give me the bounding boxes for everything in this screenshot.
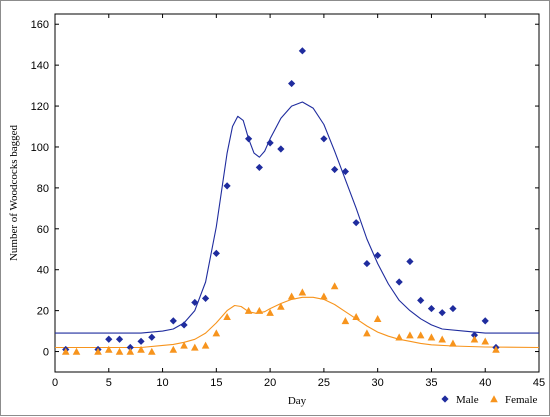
x-tick-label: 10 xyxy=(156,377,168,389)
y-tick-label: 120 xyxy=(31,101,49,113)
female-point xyxy=(427,333,436,341)
female-point xyxy=(470,335,479,343)
legend-item-female: Female xyxy=(490,394,537,406)
male-point xyxy=(406,257,414,266)
x-axis-title: Day xyxy=(288,395,307,407)
legend-female-marker xyxy=(490,395,498,403)
x-tick-label: 40 xyxy=(479,377,491,389)
male-point xyxy=(470,331,479,339)
x-tick-label: 5 xyxy=(106,377,112,389)
female-point xyxy=(72,347,81,355)
male-point xyxy=(105,335,113,343)
x-tick-label: 15 xyxy=(210,377,222,389)
male-point xyxy=(180,321,188,329)
male-point xyxy=(417,296,425,304)
male-point xyxy=(438,309,446,317)
male-point xyxy=(223,182,231,190)
female-point xyxy=(255,306,264,314)
male-point xyxy=(191,298,199,307)
male-point xyxy=(126,343,134,352)
male-point xyxy=(255,163,263,172)
male-fit-curve xyxy=(55,101,539,334)
male-point xyxy=(115,335,124,343)
female-point xyxy=(94,347,102,355)
female-point xyxy=(137,345,145,353)
female-point xyxy=(212,329,221,337)
legend: Male Female xyxy=(441,394,537,406)
female-point xyxy=(341,317,350,325)
male-point xyxy=(266,139,274,147)
y-tick-label: 80 xyxy=(37,183,49,195)
legend-male-marker xyxy=(441,395,449,403)
female-point xyxy=(449,339,457,347)
female-point xyxy=(373,315,382,323)
female-point xyxy=(104,345,113,353)
x-tick-label: 30 xyxy=(372,377,384,389)
female-point xyxy=(492,345,500,353)
female-point xyxy=(406,331,414,339)
male-point xyxy=(481,317,489,325)
y-tick-label: 0 xyxy=(43,347,49,359)
male-point xyxy=(298,47,306,55)
x-tick-label: 25 xyxy=(318,377,330,389)
male-point xyxy=(395,278,403,286)
female-point xyxy=(395,333,403,341)
female-point xyxy=(416,331,425,339)
male-point xyxy=(201,294,210,302)
female-point xyxy=(330,282,339,290)
male-point xyxy=(363,259,371,268)
male-point xyxy=(212,249,220,257)
female-point xyxy=(126,347,135,355)
legend-item-male: Male xyxy=(441,394,479,406)
legend-female-label: Female xyxy=(505,394,537,406)
male-point xyxy=(320,135,328,143)
legend-male-label: Male xyxy=(456,394,479,406)
male-point xyxy=(245,135,253,143)
female-point xyxy=(363,329,371,337)
y-tick-label: 140 xyxy=(31,60,49,72)
male-point xyxy=(374,251,382,259)
female-point xyxy=(320,292,328,300)
female-point xyxy=(169,345,178,353)
male-point xyxy=(449,304,457,313)
female-point xyxy=(191,343,199,351)
male-point xyxy=(277,145,285,153)
male-point xyxy=(137,337,145,345)
female-point xyxy=(277,302,285,310)
plot-area xyxy=(54,13,540,373)
male-point xyxy=(331,165,339,174)
x-tick-label: 45 xyxy=(533,377,545,389)
male-point xyxy=(341,167,349,176)
female-point xyxy=(352,312,360,320)
female-point xyxy=(298,288,307,296)
male-point xyxy=(288,79,296,88)
male-point xyxy=(169,317,177,325)
female-point xyxy=(201,341,210,349)
y-tick-label: 160 xyxy=(31,19,49,31)
y-axis-title: Number of Woodcocks bagged xyxy=(8,124,20,261)
female-point xyxy=(438,335,446,343)
female-point xyxy=(115,347,124,355)
male-point xyxy=(427,304,436,313)
female-point xyxy=(266,308,274,316)
male-point xyxy=(148,333,156,341)
x-tick-label: 0 xyxy=(52,377,58,389)
y-tick-label: 20 xyxy=(37,306,49,318)
female-point xyxy=(180,341,188,349)
y-tick-label: 40 xyxy=(37,265,49,277)
female-point xyxy=(481,337,490,345)
female-point xyxy=(148,347,156,355)
x-tick-label: 35 xyxy=(425,377,437,389)
y-tick-label: 100 xyxy=(31,142,49,154)
female-point xyxy=(287,292,296,300)
female-point xyxy=(61,347,70,355)
y-tick-label: 60 xyxy=(37,224,49,236)
female-point xyxy=(223,312,231,320)
female-point xyxy=(244,306,253,314)
x-tick-label: 20 xyxy=(264,377,276,389)
male-point xyxy=(352,219,360,227)
